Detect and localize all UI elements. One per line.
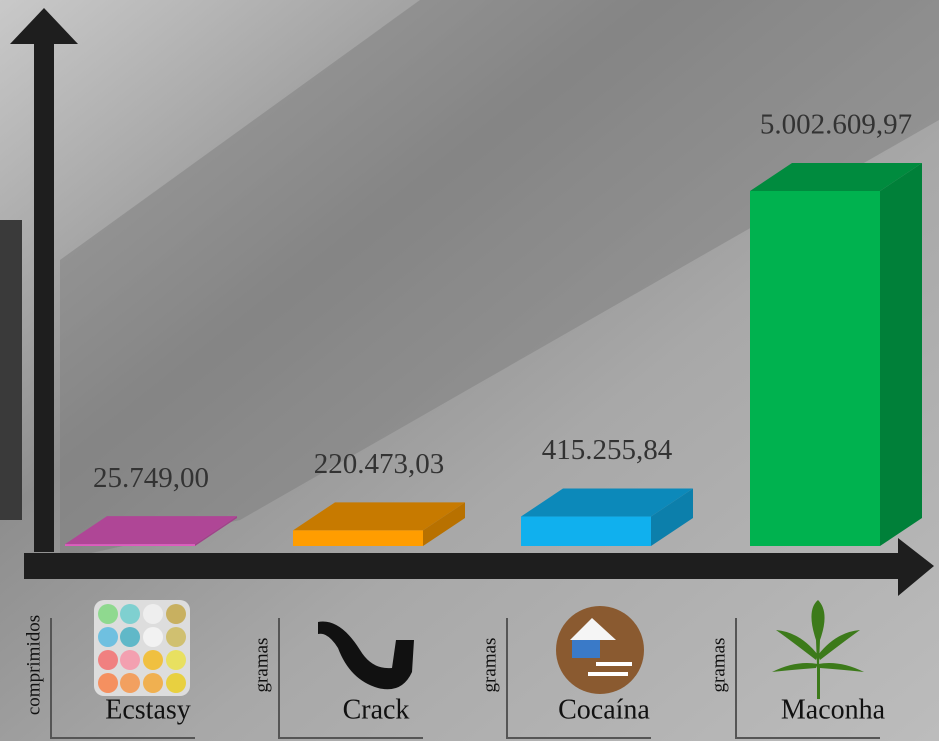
bar: [521, 517, 651, 546]
bar: [293, 530, 423, 546]
bar-side: [880, 163, 922, 546]
unit-label: gramas: [251, 638, 272, 693]
category-label: Cocaína: [558, 694, 650, 725]
value-label: 25.749,00: [93, 462, 209, 494]
cocaina-icon: [556, 606, 644, 694]
category-label: Ecstasy: [105, 694, 191, 725]
x-axis: [24, 553, 904, 579]
unit-label: gramas: [479, 638, 500, 693]
value-label: 5.002.609,97: [760, 109, 912, 141]
side-tab: [0, 220, 22, 520]
bar: [750, 191, 880, 546]
unit-label: comprimidos: [23, 615, 44, 715]
chart: 25.749,00 Ecstasy comprimidos 220.473,03 Cra…: [0, 0, 939, 741]
category-label: Crack: [343, 694, 410, 725]
category-label: Maconha: [781, 694, 886, 725]
bar: [65, 544, 195, 546]
unit-label: gramas: [708, 638, 729, 693]
ecstasy-icon: [94, 600, 190, 696]
value-label: 415.255,84: [542, 434, 673, 466]
value-label: 220.473,03: [314, 448, 445, 480]
y-axis: [34, 40, 54, 552]
